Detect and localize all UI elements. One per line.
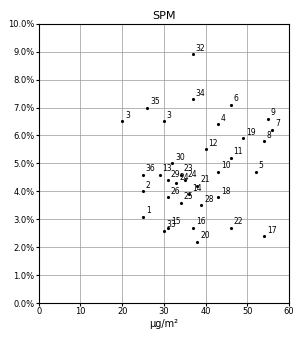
Text: 17: 17 [267,226,277,235]
Text: 5: 5 [258,161,263,171]
Text: 3: 3 [167,111,172,120]
Text: 29: 29 [171,170,181,179]
Text: 4: 4 [221,114,226,123]
Text: 35: 35 [150,97,160,106]
Title: SPM: SPM [152,11,176,22]
Text: 6: 6 [233,94,238,103]
Text: 26: 26 [171,187,181,195]
Text: 30: 30 [175,153,185,162]
Text: 32: 32 [196,44,206,53]
Text: 9: 9 [271,108,276,117]
Text: 13: 13 [162,164,172,173]
Text: 33: 33 [167,220,176,229]
Text: 28: 28 [204,195,214,204]
Text: 15: 15 [171,217,181,226]
Text: 14: 14 [192,184,201,193]
Text: 11: 11 [233,148,243,156]
Text: 10: 10 [221,161,231,171]
Text: 8: 8 [267,131,271,140]
Text: 7: 7 [275,120,280,128]
Text: 21: 21 [200,176,209,184]
X-axis label: μg/m²: μg/m² [149,319,179,329]
Text: 23: 23 [183,164,193,173]
Text: 2: 2 [146,181,150,190]
Text: 1: 1 [146,206,150,215]
Text: 22: 22 [233,217,243,226]
Text: 18: 18 [221,187,230,195]
Text: 3: 3 [125,111,130,120]
Text: 19: 19 [246,128,256,137]
Text: 20: 20 [200,232,210,240]
Text: 24: 24 [187,170,197,179]
Text: 16: 16 [196,217,206,226]
Text: 25: 25 [183,192,193,201]
Text: 12: 12 [208,139,218,148]
Text: 34: 34 [196,89,206,98]
Text: 24: 24 [179,173,189,182]
Text: 36: 36 [146,164,156,173]
